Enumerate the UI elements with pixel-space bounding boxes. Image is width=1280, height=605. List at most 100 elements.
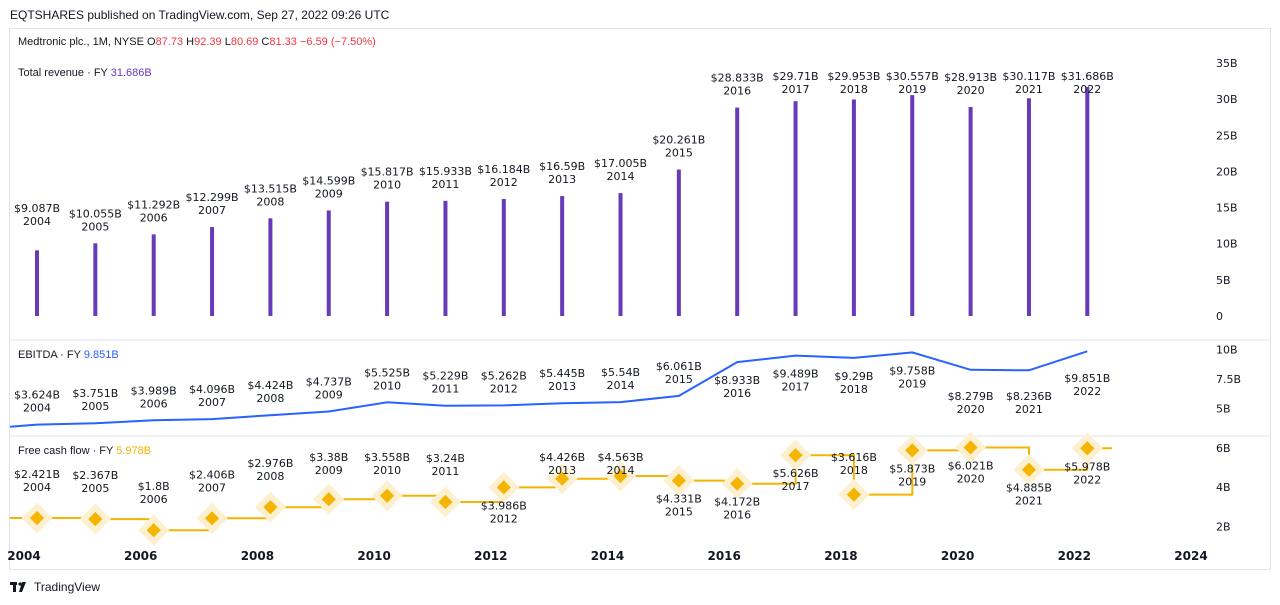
revenue-pane-title[interactable]: Total revenue · FY 31.686B [18,67,152,79]
ebitda-value-label-2011: $5.229B [422,370,468,383]
ebitda-y-tick-7.5B: 7.5B [1216,373,1241,386]
fcf-year-label-2013: 2013 [548,464,576,477]
ebitda-value-label-2021: $8.236B [1006,390,1052,403]
revenue-bar-2014[interactable] [618,193,623,316]
revenue-bar-2017[interactable] [793,101,798,317]
fcf-marker-2012[interactable] [496,480,511,495]
fcf-marker-2015[interactable] [671,473,686,488]
revenue-bar-2016[interactable] [735,107,740,316]
revenue-value-label-2013: $16.59B [539,160,585,173]
ebitda-y-tick-5B: 5B [1216,402,1231,415]
ebitda-year-label-2007: 2007 [198,396,226,409]
axes: 2004 2006 2008 2010 2012 2014 2016 2018 2020 2022… [7,549,1207,563]
symbol-name[interactable]: Medtronic plc., 1M, NYSE [18,36,144,48]
revenue-year-label-2014: 2014 [607,170,635,183]
ebitda-value-label-2006: $3.989B [131,384,177,397]
fcf-value-label-2016: $4.172B [714,496,760,509]
x-tick-2006: 2006 [124,549,157,563]
fcf-year-label-2004: 2004 [23,481,51,494]
fcf-marker-2004[interactable] [29,510,45,526]
x-tick-2004: 2004 [7,549,40,563]
revenue-value-label-2008: $13.515B [244,182,297,195]
fcf-marker-2011[interactable] [438,494,453,510]
x-tick-2008: 2008 [241,549,274,563]
low-value: 80.69 [230,36,259,48]
revenue-bar-2008[interactable] [268,218,273,316]
ebitda-year-label-2012: 2012 [490,382,518,395]
fcf-year-label-2016: 2016 [723,509,751,522]
fcf-year-label-2007: 2007 [198,481,226,494]
ebitda-year-label-2022: 2022 [1073,385,1101,398]
revenue-bar-2010[interactable] [385,201,390,316]
fcf-year-label-2011: 2011 [431,465,459,478]
ebitda-year-label-2011: 2011 [431,383,459,396]
fcf-marker-2018[interactable] [846,487,861,502]
ebitda-value-label-2022: $9.851B [1064,372,1110,385]
revenue-bar-2020[interactable] [968,107,973,317]
fcf-year-label-2017: 2017 [782,480,810,493]
revenue-bar-2022[interactable] [1085,86,1090,317]
revenue-bar-2007[interactable] [210,227,215,316]
revenue-year-label-2020: 2020 [957,84,985,97]
fcf-marker-2017[interactable] [788,448,803,463]
fcf-marker-2016[interactable] [730,476,745,491]
revenue-bar-2019[interactable] [910,95,915,316]
revenue-bar-2012[interactable] [501,199,506,316]
high-label: H [186,36,195,48]
revenue-value-label-2018: $29.953B [827,70,880,83]
fcf-marker-2005[interactable] [88,512,103,527]
fcf-marker-2008[interactable] [263,500,278,515]
fcf-marker-2006[interactable] [146,523,161,538]
revenue-bar-2004[interactable] [35,250,39,316]
revenue-value-label-2014: $17.005B [594,157,647,170]
revenue-bar-2011[interactable] [443,200,448,316]
revenue-value-label-2015: $20.261B [652,134,705,147]
revenue-year-label-2005: 2005 [81,220,109,233]
ebitda-year-label-2005: 2005 [81,400,109,413]
fcf-value-label-2021: $4.885B [1006,482,1052,495]
fcf-value-label-2014: $4.563B [597,451,643,464]
fcf-marker-2019[interactable] [905,443,920,458]
fcf-year-label-2008: 2008 [256,470,284,483]
revenue-bar-2018[interactable] [851,99,856,316]
close-value: 81.33 [269,36,297,48]
fcf-marker-2013[interactable] [555,471,570,486]
revenue-y-tick-15B: 15B [1216,202,1238,215]
footer-brand: TradingView [34,580,101,594]
revenue-year-label-2015: 2015 [665,147,693,160]
ebitda-year-label-2006: 2006 [140,397,168,410]
tradingview-footer[interactable]: TradingView [10,580,100,594]
fcf-marker-2022[interactable] [1080,441,1095,456]
revenue-value-label-2012: $16.184B [477,163,530,176]
revenue-bar-2009[interactable] [326,210,331,316]
revenue-year-label-2011: 2011 [431,178,459,191]
revenue-bar-2015[interactable] [676,169,681,316]
revenue-year-label-2019: 2019 [898,83,926,96]
revenue-bar-2005[interactable] [93,243,98,316]
ebitda-line[interactable] [9,350,1088,428]
revenue-bar-2006[interactable] [151,234,156,316]
fcf-marker-2009[interactable] [321,492,336,507]
fcf-value-label-2007: $2.406B [189,468,235,481]
fcf-marker-2010[interactable] [380,488,395,503]
fcf-year-label-2018: 2018 [840,464,868,477]
revenue-value-label-2016: $28.833B [711,72,764,85]
ebitda-value-label-2005: $3.751B [72,387,118,400]
revenue-y-tick-25B: 25B [1216,129,1238,142]
change-value: −6.59 (−7.50%) [299,36,376,48]
fcf-pane-title[interactable]: Free cash flow · FY 5.978B [18,445,151,457]
revenue-bar-2013[interactable] [560,196,565,316]
revenue-y-tick-20B: 20B [1216,165,1238,178]
fcf-marker-2014[interactable] [613,468,628,484]
revenue-bar-2021[interactable] [1026,98,1031,316]
ebitda-year-label-2010: 2010 [373,379,401,392]
ebitda-pane-title[interactable]: EBITDA · FY 9.851B [18,349,119,361]
fcf-marker-2020[interactable] [963,440,978,455]
ebitda-value-label-2012: $5.262B [481,369,527,382]
tradingview-logo-icon [10,582,26,592]
fcf-value-label-2011: $3.24B [426,452,465,465]
revenue-year-label-2008: 2008 [256,195,284,208]
fcf-marker-2007[interactable] [204,511,220,526]
